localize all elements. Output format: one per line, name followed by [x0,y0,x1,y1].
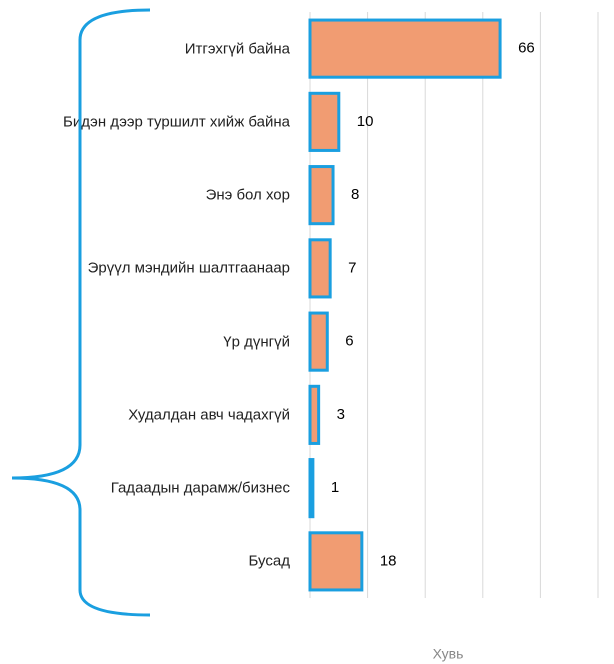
category-label: Худалдан авч чадахгүй [30,405,290,424]
bar [308,238,332,299]
category-text: Итгэхгүй байна [184,40,290,58]
bar [308,531,364,592]
value-label: 7 [348,259,356,276]
x-axis-label: Хувь [433,646,464,662]
category-text: Энэ бол хор [205,186,290,204]
brace [11,8,151,617]
category-label: Энэ бол хор [30,186,290,205]
bar [308,311,329,372]
category-label: Итгэхгүй байна [30,39,290,58]
category-text: Гадаадын дарамж/бизнес [110,479,290,497]
value-label: 18 [380,552,397,569]
bar [308,18,502,79]
value-label: 3 [337,406,345,423]
bar [308,458,315,519]
category-label: Үр дүнгүй [30,332,290,351]
category-label: Бидэн дээр туршилт хийж байна [30,112,290,131]
category-label: Гадаадын дарамж/бизнес [30,479,290,498]
category-label: Бусад [30,552,290,571]
bar [308,165,335,226]
category-text: Үр дүнгүй [223,333,290,351]
value-label: 10 [357,113,374,130]
value-label: 6 [345,333,353,350]
category-text: Худалдан авч чадахгүй [128,406,290,424]
category-text: Эрүүл мэндийн шалтгаанаар [87,259,290,277]
value-label: 1 [331,479,339,496]
bar [308,91,341,152]
category-text: Бусад [248,552,290,570]
value-label: 8 [351,186,359,203]
bar [308,384,321,445]
value-label: 66 [518,40,535,57]
category-text: Бидэн дээр туршилт хийж байна [63,113,290,131]
category-label: Эрүүл мэндийн шалтгаанаар [30,259,290,278]
